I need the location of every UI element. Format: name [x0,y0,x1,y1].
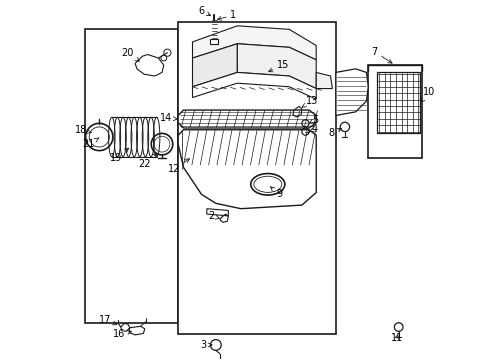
Text: 6: 6 [198,6,210,17]
Text: 9: 9 [270,187,282,199]
Ellipse shape [250,174,285,195]
Text: 5: 5 [308,115,318,125]
Text: 8: 8 [327,129,341,138]
Polygon shape [316,72,332,89]
Text: 15: 15 [268,60,288,72]
Text: 16: 16 [113,329,131,339]
Text: 17: 17 [99,315,117,325]
Bar [210,39,217,44]
Text: 18: 18 [75,125,91,135]
Text: 20: 20 [122,48,139,61]
Polygon shape [206,209,228,216]
Text: 3: 3 [200,340,212,350]
Text: 19: 19 [109,148,128,163]
Text: 7: 7 [371,46,391,63]
Bar [85,30,178,323]
Polygon shape [192,44,237,87]
Bar [367,65,421,158]
Text: 22: 22 [138,154,157,169]
Polygon shape [237,44,316,89]
Text: 10: 10 [420,87,434,102]
Bar [178,22,335,334]
Text: 11: 11 [390,333,402,343]
Text: 14: 14 [160,113,177,123]
Polygon shape [178,130,316,209]
Polygon shape [178,110,316,128]
Text: 21: 21 [82,138,99,149]
Text: 1: 1 [217,10,236,20]
Polygon shape [376,72,419,134]
Text: 13: 13 [302,96,318,107]
Polygon shape [192,72,316,99]
Text: 2: 2 [207,211,219,221]
Text: 4: 4 [308,124,317,134]
Polygon shape [335,69,367,116]
Text: 12: 12 [167,159,189,174]
Polygon shape [192,26,316,60]
